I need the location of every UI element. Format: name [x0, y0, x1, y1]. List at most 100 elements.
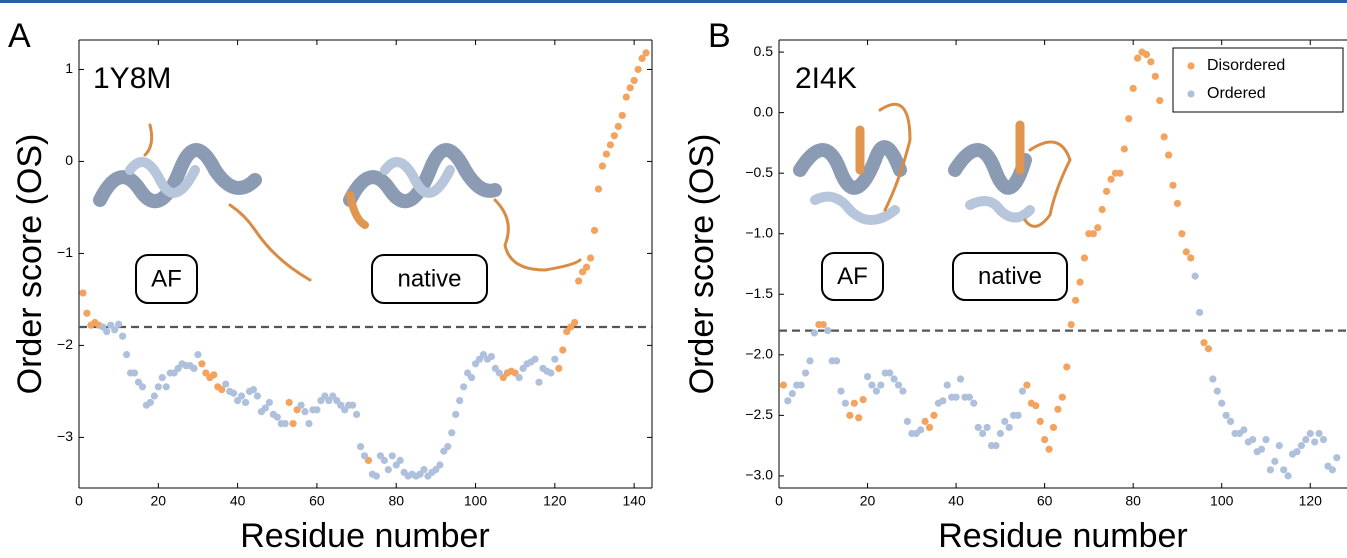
y-tick-label: −2 — [57, 336, 73, 352]
data-point — [575, 277, 583, 285]
x-tick-label: 100 — [464, 493, 488, 509]
data-point — [890, 375, 898, 383]
data-point — [598, 162, 607, 170]
data-point — [218, 385, 226, 394]
data-point — [1195, 308, 1204, 317]
data-point — [1107, 175, 1115, 183]
data-point — [1142, 50, 1151, 59]
data-point — [626, 84, 634, 92]
data-point — [1213, 387, 1221, 395]
data-point — [983, 423, 991, 432]
data-point — [1275, 442, 1283, 450]
data-point — [1293, 448, 1301, 456]
data-point — [797, 381, 805, 389]
data-point — [788, 389, 796, 398]
data-point — [1333, 454, 1341, 462]
x-tick-label: 80 — [1125, 493, 1141, 509]
data-point — [1014, 411, 1022, 419]
data-point — [1018, 387, 1027, 395]
legend-label: Disordered — [1207, 57, 1285, 74]
data-point — [1204, 345, 1213, 353]
data-point — [230, 389, 238, 397]
data-point — [622, 93, 630, 101]
data-point — [1001, 417, 1009, 426]
panel-label: A — [8, 17, 31, 55]
data-point — [495, 369, 503, 377]
data-point — [801, 369, 810, 377]
data-point — [921, 417, 929, 426]
data-point — [1328, 466, 1336, 474]
data-point — [289, 420, 297, 428]
data-point — [559, 346, 567, 354]
data-point — [1076, 278, 1084, 286]
data-point — [992, 442, 1000, 450]
x-tick-label: 40 — [230, 493, 246, 509]
y-tick-label: −1.5 — [745, 285, 773, 301]
data-point — [1103, 187, 1111, 195]
data-point — [1280, 466, 1288, 474]
data-point — [630, 76, 638, 85]
y-tick-label: 0.5 — [754, 43, 774, 59]
data-point — [261, 404, 269, 412]
data-point — [487, 352, 496, 361]
data-point — [1116, 169, 1124, 177]
data-point — [1067, 320, 1075, 329]
data-point — [1218, 399, 1226, 407]
data-point — [634, 65, 642, 74]
x-tick-label: 140 — [622, 493, 646, 509]
data-point — [122, 351, 131, 359]
data-point — [535, 378, 543, 386]
data-point — [460, 383, 468, 391]
data-point — [150, 392, 158, 400]
data-point — [273, 413, 281, 421]
data-point — [1191, 272, 1199, 280]
data-point — [594, 185, 603, 193]
data-point — [1129, 84, 1137, 93]
annotation: AF — [837, 263, 868, 290]
y-tick-label: −1.0 — [745, 224, 773, 240]
data-point — [297, 401, 305, 409]
data-point — [1036, 417, 1044, 426]
data-point — [642, 49, 650, 57]
annotation: native — [978, 263, 1042, 290]
data-point — [1072, 296, 1080, 304]
data-point — [1032, 402, 1040, 410]
x-tick-label: 100 — [1210, 493, 1234, 509]
data-point — [872, 387, 880, 395]
data-point — [903, 417, 911, 426]
panel-label: B — [708, 17, 731, 55]
points — [779, 48, 1341, 480]
data-point — [1249, 435, 1257, 444]
data-point — [1311, 438, 1319, 446]
legend-marker — [1187, 90, 1195, 98]
data-point — [602, 150, 610, 158]
y-tick-label: −3.0 — [745, 467, 773, 483]
panel-title: 2I4K — [795, 62, 857, 95]
y-tick-label: −2.0 — [745, 346, 773, 362]
annotation-box — [952, 252, 1068, 301]
data-point — [305, 420, 313, 428]
data-point — [111, 326, 119, 334]
annotation-box — [135, 254, 198, 304]
data-point — [1315, 429, 1323, 438]
data-point — [956, 375, 965, 383]
data-point — [868, 381, 876, 389]
data-point — [360, 452, 369, 460]
data-point — [138, 383, 147, 391]
data-point — [1125, 115, 1133, 123]
data-point — [952, 393, 960, 401]
data-point — [146, 398, 154, 407]
data-point — [877, 381, 885, 389]
data-point — [79, 289, 87, 297]
data-point — [190, 364, 198, 373]
data-point — [1284, 472, 1292, 480]
data-point — [301, 408, 309, 416]
x-tick-label: 60 — [309, 493, 325, 509]
data-point — [1178, 230, 1186, 238]
data-point — [925, 423, 934, 432]
data-point — [210, 371, 218, 379]
data-point — [837, 387, 845, 395]
data-point — [1200, 339, 1208, 347]
data-point — [586, 254, 595, 262]
x-axis-label: Residue number — [240, 517, 489, 555]
